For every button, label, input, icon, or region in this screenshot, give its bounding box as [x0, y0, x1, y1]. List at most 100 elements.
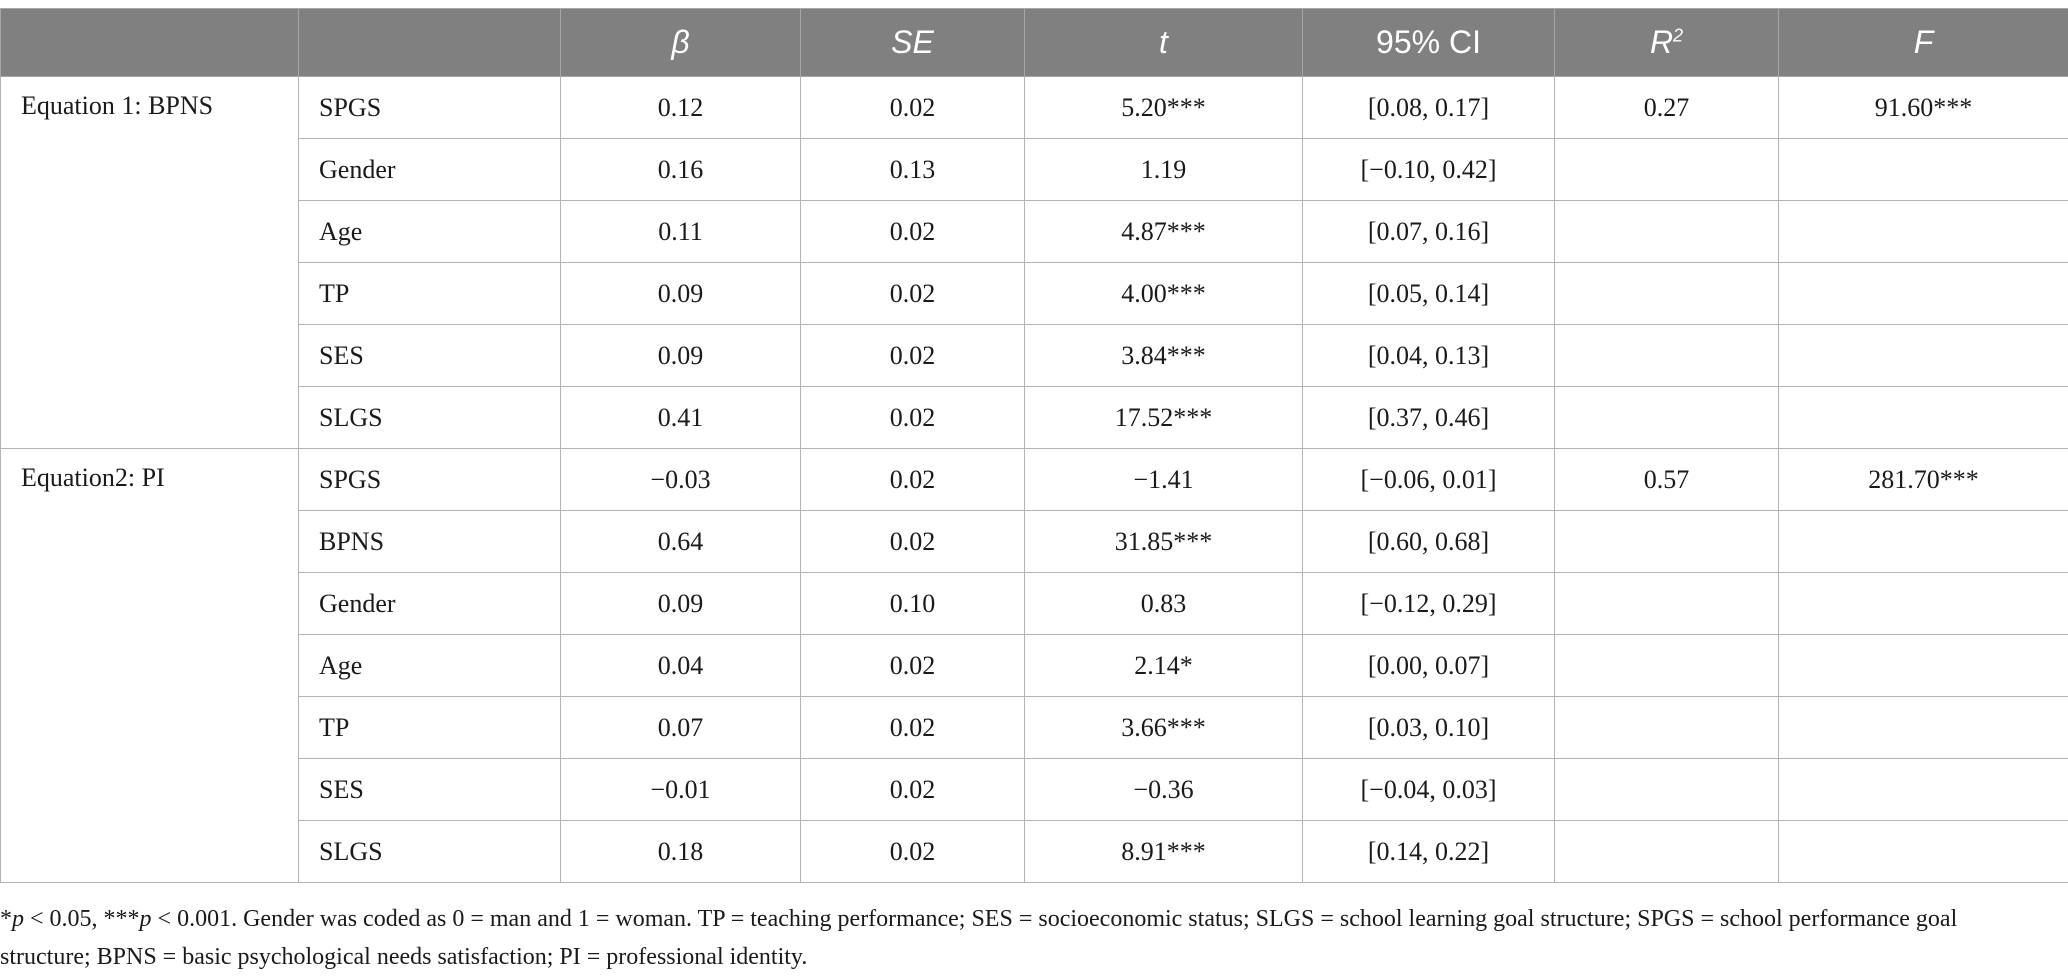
footnote-p2: p [139, 906, 152, 932]
footnote-p1: p [12, 906, 24, 932]
cell-variable: Age [298, 634, 561, 697]
cell-r-squared-empty [1554, 758, 1779, 821]
cell-ci: [0.03, 0.10] [1302, 696, 1555, 759]
header-t: t [1024, 8, 1303, 77]
header-se: SE [800, 8, 1025, 77]
cell-ci: [−0.12, 0.29] [1302, 572, 1555, 635]
cell-se: 0.02 [800, 200, 1025, 263]
cell-se: 0.02 [800, 76, 1025, 139]
header-r-squared: R2 [1554, 8, 1779, 77]
cell-r-squared-empty [1554, 820, 1779, 883]
cell-variable: SES [298, 324, 561, 387]
cell-f-empty [1778, 634, 2068, 697]
cell-r-squared-empty [1554, 510, 1779, 573]
cell-r-squared: 0.27 [1554, 76, 1779, 139]
cell-variable: SLGS [298, 386, 561, 449]
cell-ci: [0.08, 0.17] [1302, 76, 1555, 139]
cell-f-empty [1778, 572, 2068, 635]
equation-label: Equation 1: BPNS [0, 76, 299, 449]
table-row: SLGS 0.18 0.02 8.91*** [0.14, 0.22] [1, 820, 2068, 883]
table-row: Gender 0.09 0.10 0.83 [−0.12, 0.29] [1, 572, 2068, 635]
cell-ci: [−0.06, 0.01] [1302, 448, 1555, 511]
cell-variable: SPGS [298, 76, 561, 139]
cell-r-squared-empty [1554, 262, 1779, 325]
cell-t: 31.85*** [1024, 510, 1303, 573]
cell-r-squared-empty [1554, 386, 1779, 449]
table-row: TP 0.09 0.02 4.00*** [0.05, 0.14] [1, 262, 2068, 325]
cell-ci: [0.04, 0.13] [1302, 324, 1555, 387]
cell-r-squared-empty [1554, 572, 1779, 635]
cell-t: −0.36 [1024, 758, 1303, 821]
cell-beta: 0.11 [560, 200, 801, 263]
table-row: BPNS 0.64 0.02 31.85*** [0.60, 0.68] [1, 510, 2068, 573]
cell-beta: 0.16 [560, 138, 801, 201]
cell-t: 2.14* [1024, 634, 1303, 697]
table-row: SES −0.01 0.02 −0.36 [−0.04, 0.03] [1, 758, 2068, 821]
cell-se: 0.02 [800, 262, 1025, 325]
footnote-text: < 0.001. Gender was coded as 0 = man and… [0, 906, 1958, 970]
header-variable [298, 8, 561, 77]
regression-table: β SE t 95% CI R2 F Equation 1: BPNS SPGS 0… [0, 8, 2068, 883]
cell-beta: 0.09 [560, 262, 801, 325]
cell-ci: [0.60, 0.68] [1302, 510, 1555, 573]
cell-beta: 0.07 [560, 696, 801, 759]
cell-beta: 0.12 [560, 76, 801, 139]
header-beta: β [560, 8, 801, 77]
cell-f-empty [1778, 262, 2068, 325]
table-row: SES 0.09 0.02 3.84*** [0.04, 0.13] [1, 324, 2068, 387]
cell-se: 0.02 [800, 448, 1025, 511]
cell-ci: [0.00, 0.07] [1302, 634, 1555, 697]
header-equation [0, 8, 299, 77]
header-r-superscript: 2 [1673, 25, 1684, 46]
table-body: Equation 1: BPNS SPGS 0.12 0.02 5.20*** [0.08… [0, 76, 2068, 883]
cell-f-empty [1778, 138, 2068, 201]
cell-se: 0.02 [800, 324, 1025, 387]
header-row: β SE t 95% CI R2 F [0, 8, 2068, 77]
cell-t: 4.00*** [1024, 262, 1303, 325]
header-f: F [1778, 8, 2068, 77]
table-row: Gender 0.16 0.13 1.19 [−0.10, 0.42] [1, 138, 2068, 201]
cell-se: 0.02 [800, 820, 1025, 883]
table-row: Equation2: PI SPGS −0.03 0.02 −1.41 [−0.06, 0… [0, 448, 2068, 883]
cell-ci: [0.37, 0.46] [1302, 386, 1555, 449]
table-row: SLGS 0.41 0.02 17.52*** [0.37, 0.46] [1, 386, 2068, 449]
cell-beta: −0.01 [560, 758, 801, 821]
cell-t: 5.20*** [1024, 76, 1303, 139]
cell-r-squared-empty [1554, 138, 1779, 201]
table-row: TP 0.07 0.02 3.66*** [0.03, 0.10] [1, 696, 2068, 759]
table-row: Age 0.04 0.02 2.14* [0.00, 0.07] [1, 634, 2068, 697]
cell-variable: SES [298, 758, 561, 821]
header-ci: 95% CI [1302, 8, 1555, 77]
cell-beta: −0.03 [560, 448, 801, 511]
cell-t: 1.19 [1024, 138, 1303, 201]
footnote-sig1-rest: < 0.05, *** [24, 906, 140, 932]
cell-f-empty [1778, 696, 2068, 759]
cell-se: 0.02 [800, 758, 1025, 821]
cell-t: −1.41 [1024, 448, 1303, 511]
table-footnote: *p < 0.05, ***p < 0.001. Gender was code… [0, 900, 2050, 976]
cell-beta: 0.64 [560, 510, 801, 573]
header-r-letter: R [1649, 24, 1674, 60]
cell-beta: 0.41 [560, 386, 801, 449]
cell-beta: 0.18 [560, 820, 801, 883]
cell-ci: [−0.10, 0.42] [1302, 138, 1555, 201]
cell-variable: TP [298, 696, 561, 759]
cell-beta: 0.09 [560, 324, 801, 387]
cell-f: 281.70*** [1778, 448, 2068, 511]
table-row: Age 0.11 0.02 4.87*** [0.07, 0.16] [1, 200, 2068, 263]
cell-f-empty [1778, 200, 2068, 263]
cell-f-empty [1778, 758, 2068, 821]
cell-t: 17.52*** [1024, 386, 1303, 449]
cell-r-squared-empty [1554, 634, 1779, 697]
footnote-sig1-prefix: * [0, 906, 12, 932]
cell-variable: SLGS [298, 820, 561, 883]
cell-f: 91.60*** [1778, 76, 2068, 139]
cell-t: 3.84*** [1024, 324, 1303, 387]
cell-se: 0.02 [800, 634, 1025, 697]
cell-r-squared-empty [1554, 200, 1779, 263]
cell-t: 3.66*** [1024, 696, 1303, 759]
equation-label: Equation2: PI [0, 448, 299, 883]
cell-se: 0.02 [800, 510, 1025, 573]
cell-variable: BPNS [298, 510, 561, 573]
cell-r-squared-empty [1554, 696, 1779, 759]
